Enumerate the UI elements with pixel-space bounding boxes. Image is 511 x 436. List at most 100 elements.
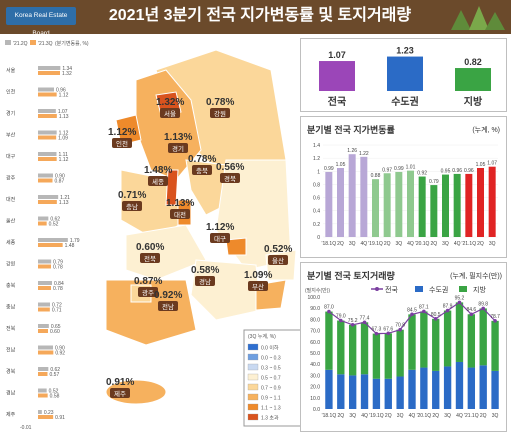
bar-q2-value: 1.07 bbox=[58, 109, 68, 115]
y-tick-label: 20.0 bbox=[310, 385, 320, 391]
x-tick-label: 2Q bbox=[385, 413, 392, 419]
trade-bar-capital bbox=[455, 361, 464, 409]
quarterly-bar-value: 1.22 bbox=[359, 151, 369, 157]
bar-q3-value: 0.92 bbox=[55, 351, 65, 357]
map-region-tag bbox=[248, 281, 268, 291]
legend-label-q3: '21.3Q bbox=[38, 41, 53, 47]
bar-q3-value: 1.12 bbox=[59, 93, 69, 99]
trade-bar-capital bbox=[443, 366, 452, 409]
region-label: 대구 bbox=[6, 153, 16, 160]
bar-q2 bbox=[38, 238, 68, 242]
bar-q2-value: 0.23 bbox=[44, 410, 54, 416]
map-region-tag bbox=[140, 253, 160, 263]
quarterly-bar bbox=[372, 179, 379, 237]
trade-total-value: 89.8 bbox=[478, 301, 488, 307]
quarterly-bar-value: 0.88 bbox=[371, 173, 381, 179]
bar-q3-value: 0.58 bbox=[50, 394, 60, 400]
map-pct-label: 0.52% bbox=[264, 244, 292, 255]
header-bar: Korea Real Estate Board 2021년 3분기 전국 지가변… bbox=[0, 0, 511, 37]
trade-bar-local bbox=[408, 314, 416, 370]
trade-bar-capital bbox=[372, 378, 381, 409]
map-region-tag bbox=[122, 201, 142, 211]
quarterly-price-panel: 분기별 전국 지가변동률 (누계, %) 0 0.2 0.4 0.6 0.8 1 1.2 1.… bbox=[300, 116, 507, 258]
region-label: 제주 bbox=[6, 411, 16, 418]
bar-q3-value: 0.87 bbox=[55, 179, 65, 185]
map-region-name: 대전 bbox=[174, 210, 186, 219]
trade-total-point bbox=[362, 320, 367, 325]
map-region-tag bbox=[158, 301, 178, 311]
bar-q3-value: 0.78 bbox=[53, 286, 63, 292]
region-label: 전북 bbox=[6, 325, 16, 332]
bar-q2 bbox=[38, 281, 52, 285]
trade-bar-local bbox=[491, 320, 499, 371]
x-tick-label: '20.1Q bbox=[417, 413, 432, 419]
bar-q2 bbox=[38, 216, 49, 221]
bar-q2 bbox=[38, 302, 50, 307]
bar-q2 bbox=[38, 345, 53, 350]
bar-q2 bbox=[38, 324, 49, 328]
trade-bar-local bbox=[360, 322, 369, 375]
bar-q3 bbox=[38, 114, 57, 118]
map-region-tag bbox=[160, 108, 180, 118]
trade-total-value: 84.5 bbox=[407, 307, 417, 313]
quarterly-bar bbox=[325, 171, 333, 237]
bar-q3-value: 0.52 bbox=[49, 222, 59, 228]
bar-q2-value: 0.62 bbox=[50, 367, 60, 373]
map-region-tag bbox=[210, 233, 230, 243]
map-legend-swatch bbox=[247, 363, 259, 371]
trade-bar-capital bbox=[337, 374, 345, 409]
x-tick-label: 3Q bbox=[442, 241, 449, 247]
trade-total-value: 79.0 bbox=[336, 314, 346, 320]
trade-volume-chart: (필지수(만)) 전국 수도권 지방 0.0 10.0 20.0 30.0 40.0 50.0 60… bbox=[305, 285, 500, 419]
x-tick-label: '18.1Q bbox=[322, 413, 337, 419]
summary-bar bbox=[319, 61, 355, 91]
map-region-jeonbuk bbox=[125, 224, 207, 281]
trade-total-value: 75.2 bbox=[348, 318, 358, 324]
bar-q3-value: 1.13 bbox=[59, 200, 69, 206]
trade-bar-capital bbox=[396, 376, 404, 409]
quarterly-bar-value: 1.07 bbox=[487, 161, 497, 167]
quarterly-bar bbox=[477, 168, 484, 237]
x-tick-label: 3Q bbox=[492, 413, 499, 419]
bar-q3-value: 1.48 bbox=[65, 243, 75, 249]
trade-bar-capital bbox=[408, 369, 416, 409]
map-pct-label: 0.78% bbox=[188, 154, 216, 165]
x-tick-label: 3Q bbox=[489, 241, 496, 247]
trade-total-value: 87.9 bbox=[443, 304, 453, 310]
y-tick-label: 1.4 bbox=[313, 143, 320, 149]
map-region-tag bbox=[268, 255, 288, 265]
map-legend-swatch bbox=[247, 343, 259, 351]
map-region-name: 부산 bbox=[252, 282, 264, 291]
quarterly-bar bbox=[418, 176, 426, 237]
trade-total-value: 80.5 bbox=[431, 312, 441, 318]
map-region-tag bbox=[220, 173, 240, 183]
x-tick-label: 3Q bbox=[349, 241, 356, 247]
regional-bar-chart: '21.2Q '21.3Q (분기변동률, %) 서울 1.341.32 인천 0.9… bbox=[5, 40, 89, 431]
trade-bar-capital bbox=[432, 370, 440, 409]
bar-q3-value: 0.91 bbox=[55, 415, 65, 421]
x-tick-label: 4Q bbox=[454, 241, 461, 247]
bar-q2-value: 0.96 bbox=[56, 88, 66, 94]
bar-q3 bbox=[38, 372, 48, 376]
map-pct-label: 0.92% bbox=[154, 290, 182, 301]
map-pct-label: 0.58% bbox=[191, 265, 219, 276]
page-title: 2021년 3분기 전국 지가변동률 및 토지거래량 bbox=[108, 7, 412, 24]
map-pct-label: 0.87% bbox=[134, 276, 162, 287]
x-tick-label: 4Q bbox=[409, 413, 416, 419]
bar-q3 bbox=[38, 307, 50, 312]
bar-q2 bbox=[38, 388, 47, 393]
legend-dot-total bbox=[375, 287, 379, 291]
summary-value: 1.07 bbox=[328, 50, 346, 60]
bar-q3-value: 1.32 bbox=[62, 71, 72, 77]
legend-swatch-q3 bbox=[30, 40, 36, 45]
trade-bar-local bbox=[455, 302, 464, 362]
quarterly-bar-value: 0.96 bbox=[452, 168, 462, 174]
trade-total-point bbox=[469, 312, 474, 317]
quarterly-bar-value: 0.99 bbox=[394, 166, 404, 172]
region-label: 세종 bbox=[6, 239, 16, 246]
region-label: 경기 bbox=[6, 110, 15, 117]
x-tick-label: 2Q bbox=[480, 413, 487, 419]
x-tick-label: 4Q bbox=[361, 413, 368, 419]
legend-swatch bbox=[459, 286, 467, 292]
y-tick-label: 50.0 bbox=[310, 351, 320, 357]
